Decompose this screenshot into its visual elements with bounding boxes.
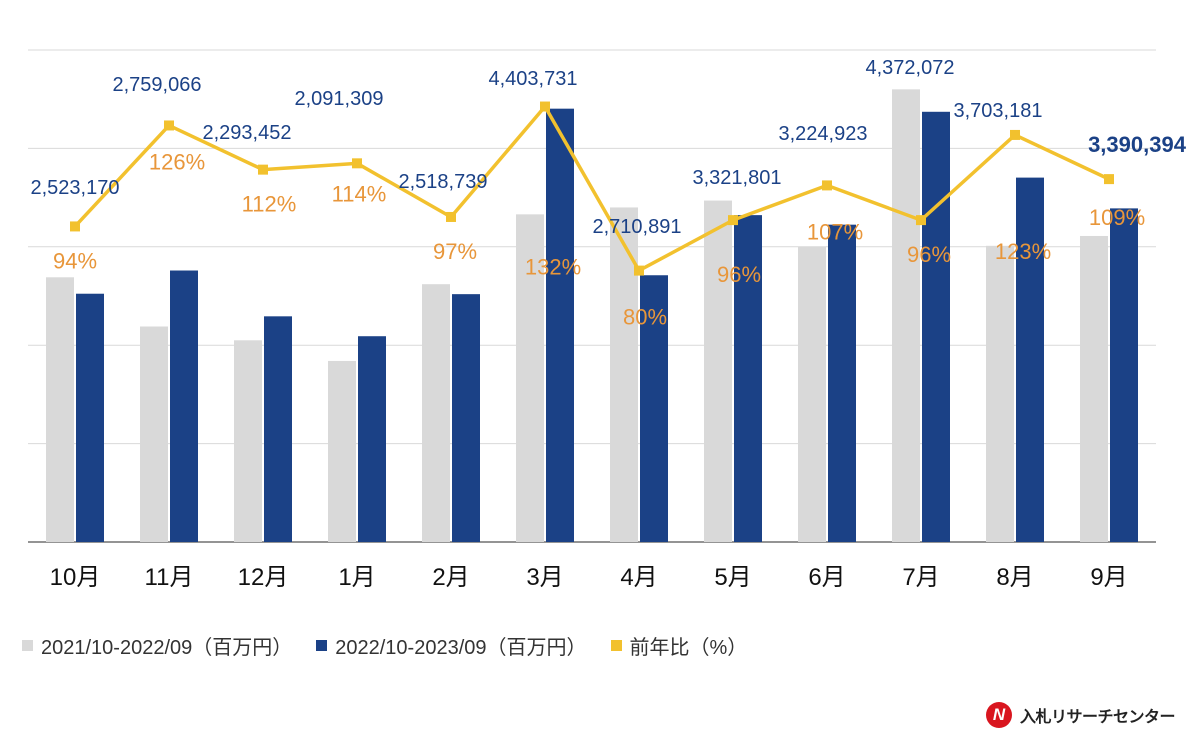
x-tick-label: 6月	[808, 564, 845, 591]
bar-value-label: 2,293,452	[203, 122, 292, 144]
legend-swatch-current-year	[316, 639, 328, 651]
legend-label-current-year: 2022/10-2023/09（百万円）	[335, 636, 587, 659]
yoy-data-label: 109%	[1089, 205, 1145, 230]
yoy-data-label: 112%	[242, 192, 297, 217]
x-tick-label: 2月	[432, 564, 469, 591]
bar-prev-year	[46, 277, 74, 542]
legend-swatch-yoy	[610, 639, 622, 651]
yoy-data-label: 107%	[807, 219, 863, 244]
logo-icon: N	[986, 702, 1012, 728]
x-tick-label: 1月	[338, 564, 375, 591]
x-tick-label: 8月	[996, 564, 1033, 591]
legend-item-yoy[interactable]: 前年比（%）	[610, 631, 748, 660]
bar-value-label: 3,321,801	[693, 167, 782, 189]
bar-prev-year	[892, 89, 920, 543]
yoy-marker	[164, 120, 174, 131]
bar-value-label: 2,759,066	[113, 74, 202, 96]
logo-text: 入札リサーチセンター	[1020, 709, 1176, 726]
x-tick-label: 7月	[902, 564, 939, 591]
bar-value-label: 3,224,923	[779, 123, 868, 145]
bar-current-year	[828, 224, 856, 542]
bar-prev-year	[234, 340, 262, 542]
yoy-data-label: 80%	[623, 305, 667, 330]
bar-prev-year	[1080, 235, 1108, 542]
bar-value-label: 4,372,072	[866, 57, 955, 79]
bar-current-year	[452, 294, 480, 542]
bar-value-label: 4,403,731	[489, 68, 578, 90]
bar-current-year	[76, 293, 104, 542]
yoy-data-label: 132%	[525, 255, 581, 280]
bar-current-year	[170, 270, 198, 542]
bar-prev-year	[798, 246, 826, 543]
bar-current-year	[358, 336, 386, 542]
yoy-data-label: 96%	[717, 262, 761, 287]
yoy-marker	[916, 215, 926, 226]
yoy-marker	[634, 265, 644, 276]
yoy-data-label: 96%	[907, 242, 951, 267]
chart: 10月 11月 12月 1月 2月 3月 4月 5月 6月 7月 8月 9月 94% 126% 112% 11…	[28, 49, 1187, 591]
bar-value-label: 3,703,181	[954, 100, 1043, 122]
brand-logo: N 入札リサーチセンター	[986, 700, 1176, 730]
yoy-marker	[352, 158, 362, 169]
yoy-data-label: 114%	[332, 181, 387, 206]
yoy-marker	[822, 180, 832, 191]
legend-item-current-year[interactable]: 2022/10-2023/09（百万円）	[316, 631, 587, 660]
bar-value-label: 3,390,394	[1088, 132, 1187, 157]
x-tick-label: 10月	[50, 564, 101, 591]
bar-prev-year	[516, 214, 544, 542]
bar-current-year	[1016, 177, 1044, 542]
bar-prev-year	[986, 245, 1014, 543]
bar-value-label: 2,710,891	[593, 216, 682, 238]
yoy-marker	[70, 221, 80, 232]
yoy-data-label: 123%	[995, 239, 1051, 264]
x-tick-label: 9月	[1090, 564, 1127, 591]
x-tick-label: 4月	[620, 564, 657, 591]
bar-prev-year	[422, 284, 450, 542]
x-tick-label: 5月	[714, 564, 751, 591]
legend: 2021/10-2022/09（百万円） 2022/10-2023/09（百万円…	[22, 630, 771, 660]
bar-prev-year	[704, 200, 732, 542]
yoy-marker	[446, 211, 456, 222]
bar-current-year	[264, 316, 292, 542]
legend-swatch-prev-year	[22, 639, 33, 651]
bar-current-year	[1110, 208, 1138, 542]
bar-current-year	[640, 275, 668, 542]
yoy-line	[73, 104, 1110, 273]
yoy-marker	[258, 164, 268, 175]
bar-value-label: 2,518,739	[399, 171, 488, 193]
yoy-marker	[728, 215, 738, 226]
bar-current-year	[922, 111, 950, 542]
legend-label-prev-year: 2021/10-2022/09（百万円）	[41, 636, 293, 659]
x-tick-label: 11月	[145, 564, 194, 591]
legend-label-yoy: 前年比（%）	[629, 636, 748, 659]
bar-current-year	[546, 108, 574, 543]
bar-prev-year	[140, 326, 168, 542]
bar-prev-year	[610, 207, 638, 542]
bar-prev-year	[328, 360, 356, 542]
x-tick-label: 12月	[238, 564, 289, 591]
yoy-data-label: 94%	[53, 248, 97, 273]
yoy-data-label: 97%	[433, 239, 477, 264]
x-tick-label: 3月	[526, 564, 563, 591]
yoy-marker	[1104, 174, 1114, 185]
yoy-marker	[540, 101, 550, 112]
yoy-data-label: 126%	[149, 149, 205, 174]
bar-value-label: 2,091,309	[295, 88, 384, 110]
bar-value-label: 2,523,170	[31, 177, 120, 199]
legend-item-prev-year[interactable]: 2021/10-2022/09（百万円）	[22, 631, 292, 660]
yoy-marker	[1010, 129, 1020, 140]
bar-current-year	[734, 215, 762, 543]
